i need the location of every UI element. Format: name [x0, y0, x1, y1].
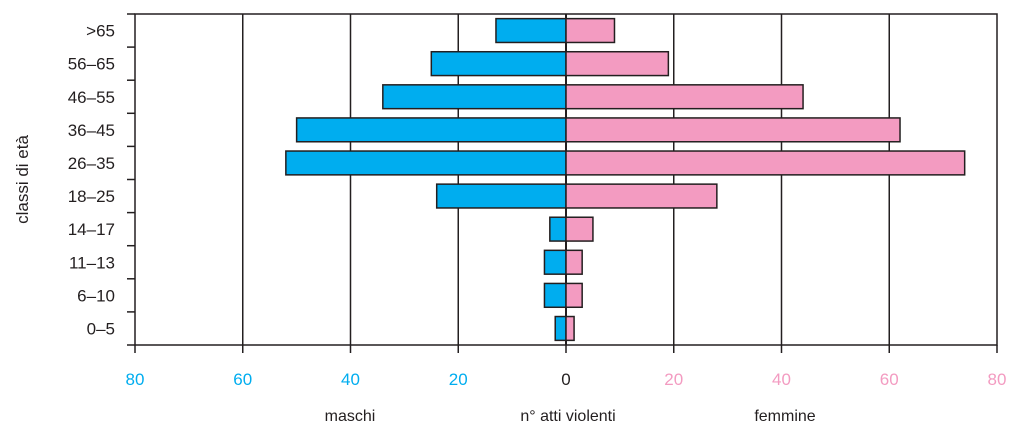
x-axis-label: n° atti violenti — [520, 408, 615, 425]
bar-femmine-0 — [565, 315, 575, 342]
category-label: >65 — [86, 22, 115, 41]
bottom-label-femmine: femmine — [754, 408, 815, 425]
x-tick-label: 40 — [341, 370, 360, 389]
x-tick-label: 40 — [772, 370, 791, 389]
x-tick-label: 20 — [449, 370, 468, 389]
category-label: 6–10 — [77, 286, 115, 305]
bar-maschi-7 — [382, 84, 567, 110]
category-label: 56–65 — [68, 55, 115, 74]
category-label: 11–13 — [69, 253, 115, 272]
x-tick-label: 0 — [561, 370, 570, 389]
bar-femmine-9 — [565, 17, 616, 44]
bar-femmine-2 — [565, 249, 583, 275]
bar-femmine-7 — [565, 84, 804, 110]
y-axis-label: classi di età — [13, 135, 32, 224]
bar-femmine-4 — [565, 183, 718, 209]
bar-maschi-0 — [554, 315, 567, 342]
category-label: 36–45 — [68, 121, 115, 140]
category-label: 26–35 — [68, 154, 115, 173]
bar-maschi-6 — [295, 117, 567, 143]
category-label: 0–5 — [87, 319, 115, 338]
bar-maschi-8 — [430, 50, 567, 77]
category-label: 46–55 — [68, 88, 115, 107]
x-tick-label: 60 — [880, 370, 899, 389]
bar-femmine-5 — [565, 150, 966, 176]
x-tick-label: 80 — [988, 370, 1007, 389]
bar-maschi-5 — [285, 150, 567, 176]
bar-femmine-3 — [565, 216, 594, 242]
labels: 0–5 6–10 11–13 14–17 18–25 26–35 36–45 46–55 56–… — [68, 22, 1007, 389]
bar-femmine-1 — [565, 282, 583, 309]
bar-maschi-1 — [543, 282, 567, 309]
bottom-label-maschi: maschi — [325, 408, 376, 425]
bar-maschi-3 — [549, 216, 567, 242]
bar-femmine-8 — [565, 50, 670, 77]
category-label: 14–17 — [68, 220, 115, 239]
axes — [127, 13, 998, 353]
bar-maschi-4 — [435, 183, 567, 209]
bar-femmine-6 — [565, 117, 901, 143]
bar-maschi-9 — [495, 17, 567, 44]
x-tick-label: 60 — [233, 370, 252, 389]
bar-maschi-2 — [543, 249, 567, 275]
x-tick-label: 80 — [126, 370, 145, 389]
bars — [285, 17, 966, 342]
x-tick-label: 20 — [664, 370, 683, 389]
category-label: 18–25 — [68, 187, 115, 206]
